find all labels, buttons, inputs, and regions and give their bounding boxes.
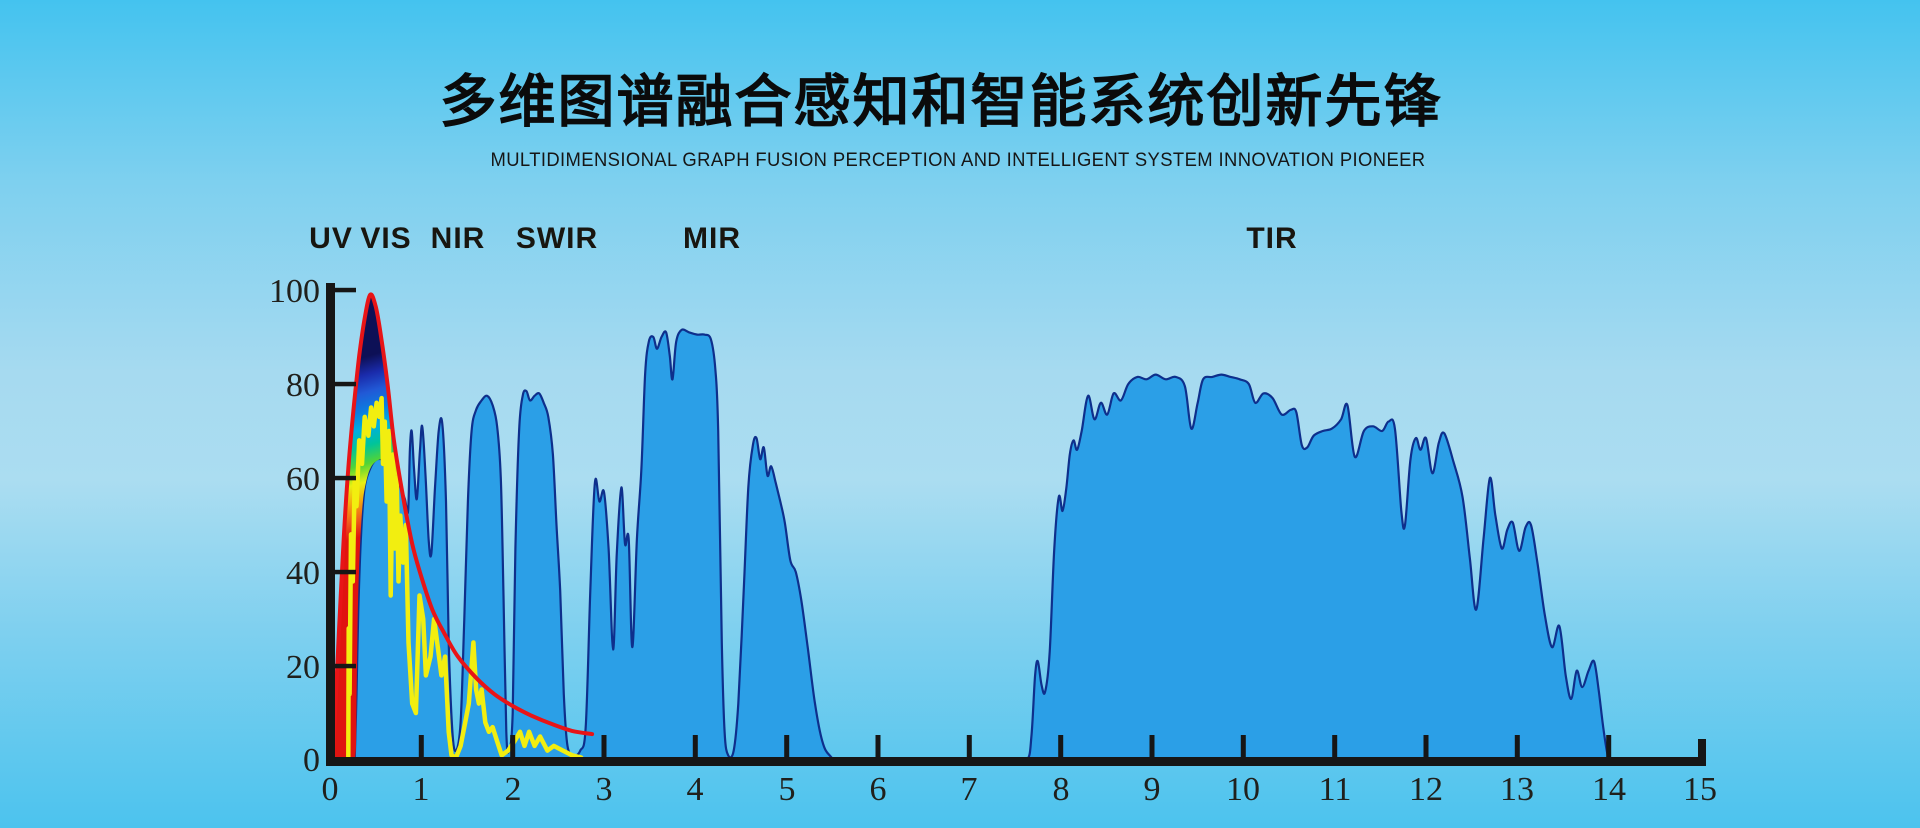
page-title: 多维图谱融合感知和智能系统创新先锋 (439, 70, 1443, 134)
x-tick-label: 0 (322, 771, 339, 808)
band-label-uv: UV (309, 222, 353, 255)
x-tick-label: 12 (1409, 771, 1443, 808)
x-tick (601, 735, 607, 757)
y-tick (335, 287, 356, 293)
x-tick-label: 6 (870, 771, 887, 808)
x-tick (1058, 735, 1064, 757)
x-tick (510, 735, 516, 757)
y-tick (335, 475, 356, 481)
y-tick (335, 381, 356, 387)
x-tick (1240, 735, 1246, 757)
band-label-vis: VIS (360, 222, 412, 255)
x-tick-label: 9 (1144, 771, 1161, 808)
x-tick-label: 3 (596, 771, 613, 808)
x-tick (875, 735, 881, 757)
x-tick-label: 2 (505, 771, 522, 808)
x-axis-end-cap (1698, 739, 1706, 766)
y-tick (335, 569, 356, 575)
x-tick-label: 4 (687, 771, 704, 808)
x-tick (1423, 735, 1429, 757)
band-label-swir: SWIR (515, 222, 599, 255)
y-tick-label: 0 (303, 742, 320, 779)
y-tick-label: 60 (286, 461, 320, 498)
x-tick-label: 1 (413, 771, 430, 808)
x-tick (1332, 735, 1338, 757)
x-tick-label: 14 (1592, 771, 1626, 808)
x-tick (1514, 735, 1520, 757)
x-tick (966, 735, 972, 757)
band-label-tir: TIR (1246, 222, 1298, 255)
band-label-nir: NIR (430, 222, 486, 255)
x-tick-label: 13 (1500, 771, 1534, 808)
x-tick-label: 5 (779, 771, 796, 808)
transmission-area (353, 328, 1613, 763)
y-tick-label: 100 (269, 273, 320, 310)
y-tick-label: 80 (286, 367, 320, 404)
y-tick-label: 20 (286, 649, 320, 686)
x-tick (692, 735, 698, 757)
page-subtitle: MULTIDIMENSIONAL GRAPH FUSION PERCEPTION… (490, 150, 1426, 171)
y-tick (335, 663, 356, 669)
blackbody-curve (330, 292, 595, 762)
x-tick-label: 15 (1683, 771, 1717, 808)
x-tick (1606, 735, 1612, 757)
x-tick (1149, 735, 1155, 757)
band-label-mir: MIR (683, 222, 741, 255)
x-tick-label: 11 (1319, 771, 1352, 808)
x-tick-label: 8 (1053, 771, 1070, 808)
x-tick-label: 10 (1226, 771, 1260, 808)
x-tick (418, 735, 424, 757)
y-tick-label: 40 (286, 555, 320, 592)
solar-spectrum-curve (346, 395, 584, 763)
x-tick-label: 7 (961, 771, 978, 808)
y-axis-line (326, 283, 335, 766)
x-tick (784, 735, 790, 757)
x-axis-line (326, 757, 1706, 766)
